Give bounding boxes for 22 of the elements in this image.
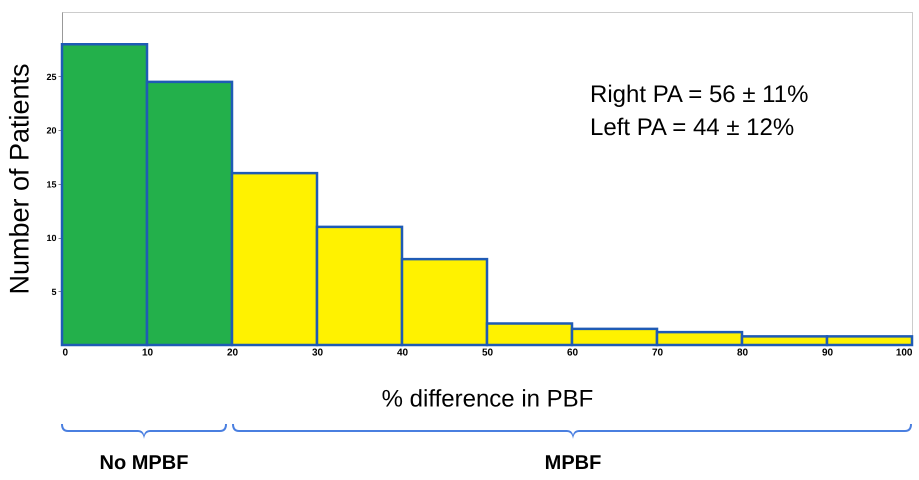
x-tick-label: 70 [652,348,664,358]
y-axis-title: Number of Patients [4,63,34,295]
x-tick-label: 90 [822,348,834,358]
y-tick-label: 25 [46,72,56,82]
text: MPBF [544,452,602,475]
y-tick-label: 5 [51,286,56,297]
y-tick-label: 20 [46,126,56,136]
x-tick-label: 30 [312,348,324,358]
text: No MPBF [100,452,188,475]
annotation: Right PA = 56 ± 11% [590,81,808,108]
y-tick-label: 10 [46,233,56,244]
x-axis-title: % difference in PBF [382,386,594,412]
x-tick-label: 40 [396,348,408,358]
x-tick-label: 50 [482,348,494,358]
x-tick-label: 80 [736,348,748,358]
x-tick-label: 20 [226,348,238,358]
y-tick-label: 15 [46,179,56,190]
x-tick-label: 100 [896,348,913,358]
annotation: Left PA = 44 ± 12% [590,114,794,141]
x-tick-label: 10 [142,348,154,358]
x-tick-label: 60 [566,348,578,358]
x-tick-label: 0 [62,348,68,358]
